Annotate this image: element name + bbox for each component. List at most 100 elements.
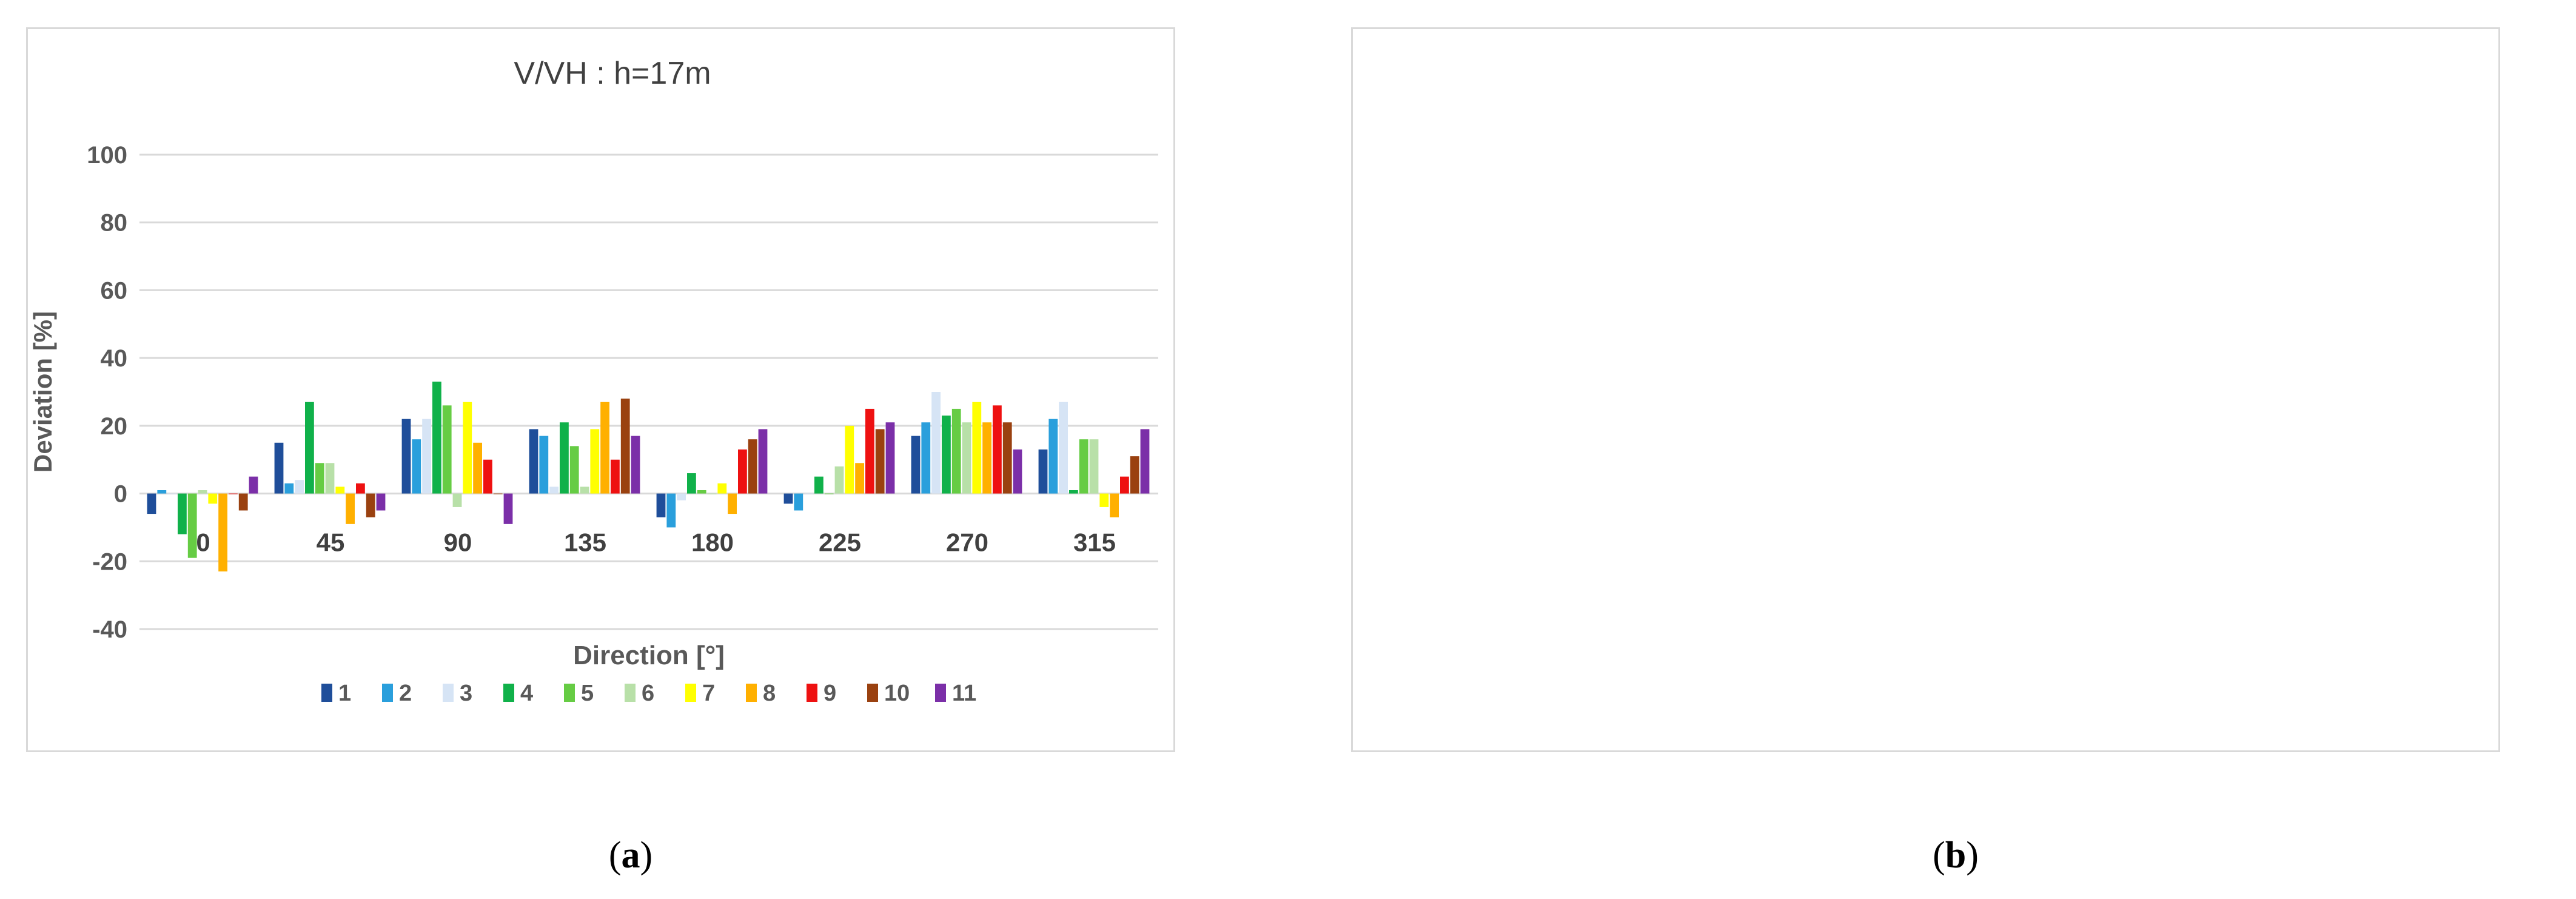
legend-label-7: 7 [702, 681, 715, 706]
legend-label-10: 10 [884, 681, 910, 706]
bar-series-5-135 [569, 446, 579, 494]
x-axis-label: Direction [°] [573, 641, 725, 670]
bar-series-2-225 [794, 493, 803, 511]
legend-swatch-2 [382, 684, 393, 702]
y-tick-label: 20 [101, 413, 128, 440]
chart-svg-a: V/VH : h=17m100806040200-20-40Deviation … [29, 56, 1158, 706]
bar-series-3-135 [549, 487, 558, 494]
bar-series-8-315 [1110, 493, 1119, 517]
bar-series-6-135 [580, 487, 589, 494]
chart-svg-b: TI : h=17m403020100-10-20-30-40-50Deviat… [1353, 29, 2498, 750]
bar-series-9-180 [738, 449, 747, 494]
bar-series-10-315 [1130, 456, 1139, 494]
bar-series-9-45 [356, 483, 365, 494]
bar-series-3-90 [422, 419, 431, 494]
bar-series-7-270 [972, 402, 982, 494]
legend-label-6: 6 [642, 681, 654, 706]
bar-series-7-315 [1099, 493, 1109, 507]
x-tick-label: 225 [819, 528, 861, 557]
bar-series-7-180 [717, 483, 727, 494]
bar-series-1-315 [1038, 449, 1048, 494]
y-axis-label: Deviation [%] [29, 311, 57, 473]
bar-series-4-315 [1069, 490, 1078, 494]
x-tick-label: 180 [691, 528, 734, 557]
bar-series-10-270 [1002, 422, 1012, 494]
legend-swatch-9 [807, 684, 817, 702]
legend-label-5: 5 [581, 681, 594, 706]
bar-series-7-90 [463, 402, 472, 494]
bar-series-11-180 [758, 429, 768, 494]
bar-series-1-0 [147, 493, 156, 514]
x-tick-label: 315 [1073, 528, 1116, 557]
y-tick-label: 40 [101, 345, 128, 372]
legend-swatch-1 [321, 684, 332, 702]
bar-series-10-225 [875, 429, 885, 494]
x-tick-label: 90 [444, 528, 472, 557]
legend-label-3: 3 [460, 681, 472, 706]
bar-series-3-315 [1059, 402, 1068, 494]
bar-series-2-0 [157, 490, 167, 494]
bar-series-2-135 [539, 436, 549, 494]
bar-series-11-90 [503, 493, 513, 524]
bar-series-1-180 [656, 493, 666, 517]
y-tick-label: 0 [114, 481, 127, 508]
y-tick-label: 100 [87, 142, 127, 169]
bar-series-6-90 [452, 493, 462, 507]
bar-series-5-180 [697, 490, 706, 494]
bar-series-10-0 [238, 493, 248, 511]
caption-b: (b) [1933, 835, 1979, 876]
legend-label-11: 11 [952, 681, 976, 706]
x-tick-label: 270 [946, 528, 988, 557]
bar-series-2-90 [412, 439, 421, 494]
bar-series-9-90 [483, 459, 492, 494]
bar-series-3-270 [931, 392, 941, 494]
legend-label-2: 2 [399, 681, 412, 706]
legend-swatch-8 [746, 684, 757, 702]
bar-series-9-270 [993, 405, 1002, 494]
bar-series-2-180 [666, 493, 676, 528]
bar-series-4-225 [814, 476, 823, 494]
bar-series-2-45 [284, 483, 294, 494]
bar-series-4-135 [560, 422, 569, 494]
bar-series-10-45 [366, 493, 375, 517]
legend-label-9: 9 [823, 681, 836, 706]
legend-label-1: 1 [338, 681, 351, 706]
legend-swatch-3 [443, 684, 454, 702]
bar-series-4-90 [432, 382, 441, 494]
bar-series-7-0 [208, 493, 218, 504]
bar-series-10-180 [748, 439, 757, 494]
bar-series-9-135 [611, 459, 620, 494]
y-tick-label: 60 [101, 277, 128, 304]
y-tick-label: -20 [92, 548, 127, 575]
bar-series-9-315 [1120, 476, 1129, 494]
bar-series-6-45 [325, 463, 335, 494]
legend-label-4: 4 [520, 681, 533, 706]
bar-series-4-0 [178, 493, 187, 534]
bar-series-8-90 [473, 442, 482, 494]
x-tick-label: 135 [564, 528, 606, 557]
legend-swatch-6 [625, 684, 636, 702]
bar-series-5-45 [315, 463, 324, 494]
bar-series-11-270 [1013, 449, 1022, 494]
legend-swatch-5 [564, 684, 575, 702]
bar-series-11-135 [631, 436, 640, 494]
bar-series-11-225 [885, 422, 895, 494]
bar-series-11-0 [249, 476, 258, 494]
legend-label-8: 8 [763, 681, 776, 706]
bar-series-7-45 [335, 487, 345, 494]
legend-swatch-7 [685, 684, 696, 702]
x-tick-label: 0 [196, 528, 210, 557]
bar-series-5-315 [1079, 439, 1088, 494]
chart-panel-a: V/VH : h=17m 100 80 60 40 20 0 -20 -40 Deviation … [26, 27, 1175, 752]
bar-series-9-225 [865, 408, 874, 494]
legend-swatch-10 [867, 684, 878, 702]
legend-swatch-4 [503, 684, 514, 702]
bar-series-3-45 [295, 480, 304, 494]
bar-series-1-225 [783, 493, 793, 504]
bar-series-8-180 [728, 493, 737, 514]
y-tick-label: -40 [92, 616, 127, 643]
bar-series-4-45 [305, 402, 314, 494]
bar-series-1-45 [274, 442, 284, 494]
chart-panel-b: TI : h=17m403020100-10-20-30-40-50Deviat… [1351, 27, 2500, 752]
bar-series-1-135 [529, 429, 538, 494]
